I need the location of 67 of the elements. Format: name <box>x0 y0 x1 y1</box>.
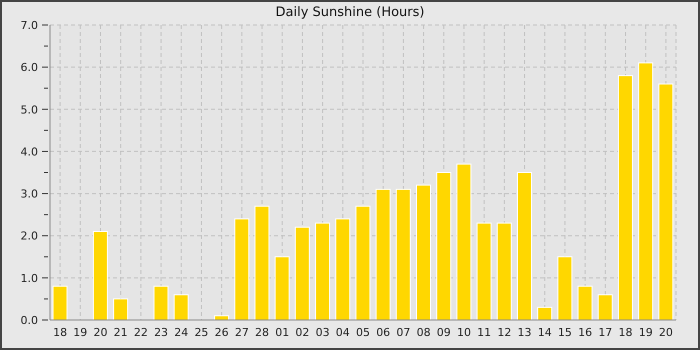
x-tick-label: 18 <box>53 326 68 339</box>
x-tick-label: 10 <box>456 326 471 339</box>
bar <box>355 206 370 320</box>
x-tick-label: 08 <box>416 326 431 339</box>
bar <box>174 294 189 320</box>
bar <box>153 286 168 320</box>
chart-title: Daily Sunshine (Hours) <box>274 5 426 20</box>
x-tick-label: 13 <box>518 326 532 339</box>
x-tick-label: 06 <box>376 326 390 339</box>
x-tick-label: 27 <box>234 326 249 339</box>
bar <box>598 294 613 320</box>
x-tick-label: 09 <box>436 326 451 339</box>
x-tick-label: 28 <box>255 326 270 339</box>
x-tick-label: 17 <box>598 326 612 339</box>
y-tick-label: 3.0 <box>20 188 38 201</box>
x-tick-label: 19 <box>638 326 653 339</box>
bar <box>294 226 310 320</box>
x-tick-label: 05 <box>356 326 370 339</box>
bar <box>638 62 654 320</box>
y-tick-label: 2.0 <box>20 230 38 243</box>
x-tick-label: 20 <box>93 326 108 339</box>
y-tick-label: 0.0 <box>20 314 38 327</box>
bar <box>578 286 593 320</box>
bar <box>376 188 391 320</box>
bar <box>234 218 250 320</box>
bar <box>537 306 552 320</box>
bar <box>476 222 492 320</box>
bar <box>92 231 108 320</box>
y-tick-label: 6.0 <box>20 61 38 74</box>
y-tick-label: 1.0 <box>20 272 38 285</box>
bar <box>516 172 532 320</box>
bar <box>456 164 472 320</box>
x-tick-label: 01 <box>275 326 290 339</box>
x-tick-label: 25 <box>194 326 208 339</box>
x-tick-label: 20 <box>658 326 673 339</box>
bar <box>496 222 512 320</box>
x-tick-label: 02 <box>295 326 310 339</box>
bar <box>416 184 432 320</box>
bar <box>436 172 452 320</box>
bar <box>618 75 633 320</box>
bar <box>52 286 68 320</box>
x-tick-label: 15 <box>558 326 572 339</box>
bar <box>254 206 270 320</box>
x-tick-label: 21 <box>114 326 128 339</box>
x-tick-label: 03 <box>316 326 330 339</box>
x-tick-label: 11 <box>477 326 492 339</box>
y-tick-label: 7.0 <box>20 19 38 32</box>
x-tick-label: 14 <box>538 326 552 339</box>
x-tick-label: 22 <box>134 326 148 339</box>
bar <box>335 218 350 320</box>
x-tick-label: 07 <box>396 326 410 339</box>
bar <box>113 298 128 320</box>
y-tick-label: 4.0 <box>20 145 38 158</box>
x-tick-label: 18 <box>618 326 633 339</box>
bar <box>315 222 330 320</box>
x-tick-label: 23 <box>154 326 168 339</box>
bar <box>274 256 290 320</box>
x-tick-label: 19 <box>73 326 88 339</box>
y-tick-label: 5.0 <box>20 103 38 116</box>
x-tick-label: 26 <box>214 326 229 339</box>
x-tick-label: 16 <box>578 326 592 339</box>
x-tick-label: 04 <box>336 326 350 339</box>
bar <box>557 256 572 320</box>
x-tick-label: 12 <box>497 326 512 339</box>
bar <box>396 188 411 320</box>
x-tick-label: 24 <box>174 326 188 339</box>
bar <box>658 84 674 320</box>
